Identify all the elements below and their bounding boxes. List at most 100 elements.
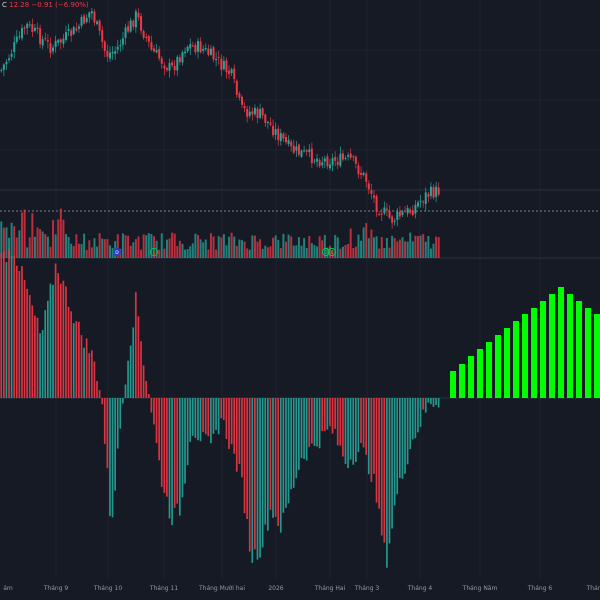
candle-body xyxy=(15,36,18,42)
candle-body xyxy=(316,158,319,162)
oscillator-bar xyxy=(339,398,342,446)
oscillator-bar xyxy=(326,398,329,430)
oscillator-bar xyxy=(106,398,109,469)
candle-body xyxy=(266,121,269,124)
oscillator-bar xyxy=(248,398,251,552)
oscillator-bar xyxy=(396,398,399,495)
time-axis-label: Tháng 3 xyxy=(354,585,380,592)
candle-body xyxy=(142,31,145,38)
candle-body xyxy=(33,27,36,31)
candle-body xyxy=(398,211,401,217)
candle-body xyxy=(8,58,11,61)
candle-body xyxy=(427,194,430,197)
volume-bar xyxy=(101,238,104,258)
oscillator-bar xyxy=(204,398,207,435)
oscillator-bar xyxy=(189,398,192,442)
volume-bar xyxy=(23,209,26,258)
volume-bar xyxy=(396,241,399,258)
volume-bar xyxy=(98,233,101,258)
oscillator-bar xyxy=(391,398,393,529)
candle-body xyxy=(432,187,435,198)
candle-body xyxy=(228,70,231,75)
oscillator-bar xyxy=(70,311,72,398)
oscillator-bar xyxy=(424,398,427,413)
volume-bar xyxy=(209,233,212,258)
oscillator-projected-bar xyxy=(567,294,573,398)
candle-body xyxy=(202,48,205,51)
volume-bar xyxy=(279,248,282,258)
volume-bar xyxy=(303,238,306,258)
volume-bar xyxy=(266,247,269,258)
candle-body xyxy=(0,69,3,71)
volume-bar xyxy=(251,235,254,258)
candle-body xyxy=(129,20,132,32)
volume-bar xyxy=(352,248,355,258)
candle-body xyxy=(321,162,324,166)
volume-bar xyxy=(241,240,243,258)
volume-bar xyxy=(409,232,412,258)
candle-body xyxy=(39,28,42,45)
volume-bar xyxy=(398,239,401,258)
oscillator-bar xyxy=(49,283,52,398)
oscillator-bar xyxy=(316,398,318,447)
candle-body xyxy=(85,17,88,22)
dividend-marker-icon[interactable]: D xyxy=(113,248,121,256)
legend-close-value: 12.28 xyxy=(9,1,30,9)
legend-change-pct: (−6.90%) xyxy=(55,1,89,9)
marker-letter: E xyxy=(325,250,328,256)
candle-body xyxy=(150,42,153,50)
volume-bar xyxy=(8,237,11,258)
candle-body xyxy=(103,41,106,51)
candle-body xyxy=(57,39,60,43)
oscillator-bar xyxy=(303,398,305,459)
time-axis-label: Tháng Mười hai xyxy=(198,585,246,592)
candle-body xyxy=(357,165,360,175)
candle-body xyxy=(212,47,215,60)
volume-bar xyxy=(253,235,256,258)
grid-lines xyxy=(0,0,600,579)
volume-bar xyxy=(111,247,114,258)
volume-bar xyxy=(116,234,119,258)
oscillator-bar xyxy=(160,398,163,487)
oscillator-bar xyxy=(96,381,98,398)
earnings-marker-icon[interactable]: E xyxy=(149,247,159,257)
oscillator-bar xyxy=(295,398,298,479)
oscillator-bar xyxy=(272,398,274,518)
candle-body xyxy=(209,48,212,55)
candle-body xyxy=(67,28,70,31)
volume-bar xyxy=(176,246,179,258)
oscillator-bar xyxy=(186,398,189,466)
time-axis[interactable]: ám Tháng 9 Tháng 10 Tháng 11 Tháng Mười hai 2… xyxy=(0,579,600,600)
candle-body xyxy=(98,20,101,31)
oscillator-bar xyxy=(168,398,171,519)
time-axis-label: Tháng Năm xyxy=(462,585,498,592)
volume-bar xyxy=(318,236,321,258)
oscillator-bar xyxy=(233,398,236,454)
volume-bar xyxy=(103,239,106,258)
oscillator-bar xyxy=(207,398,210,437)
oscillator-bar xyxy=(357,398,360,453)
earnings-marker-icon[interactable]: E xyxy=(321,247,331,257)
candle-body xyxy=(191,45,194,47)
oscillator-bar xyxy=(176,398,179,504)
oscillator-bar xyxy=(202,398,204,433)
oscillator-projected-bar xyxy=(486,342,492,398)
volume-bar xyxy=(287,234,290,258)
oscillator-bar xyxy=(235,398,238,472)
candle-body xyxy=(155,50,158,53)
oscillator-bar xyxy=(0,252,3,398)
volume-bar xyxy=(380,237,383,258)
volume-bar xyxy=(326,247,329,258)
volume-bar xyxy=(158,249,161,258)
volume-bar xyxy=(422,234,425,258)
earnings-marker-icon[interactable]: E xyxy=(327,247,337,257)
volume-bar xyxy=(308,236,311,258)
candle-body xyxy=(70,30,73,36)
oscillator-bar xyxy=(127,360,129,398)
candle-body xyxy=(181,52,184,63)
candle-body xyxy=(417,202,419,207)
volume-bar xyxy=(354,246,357,258)
